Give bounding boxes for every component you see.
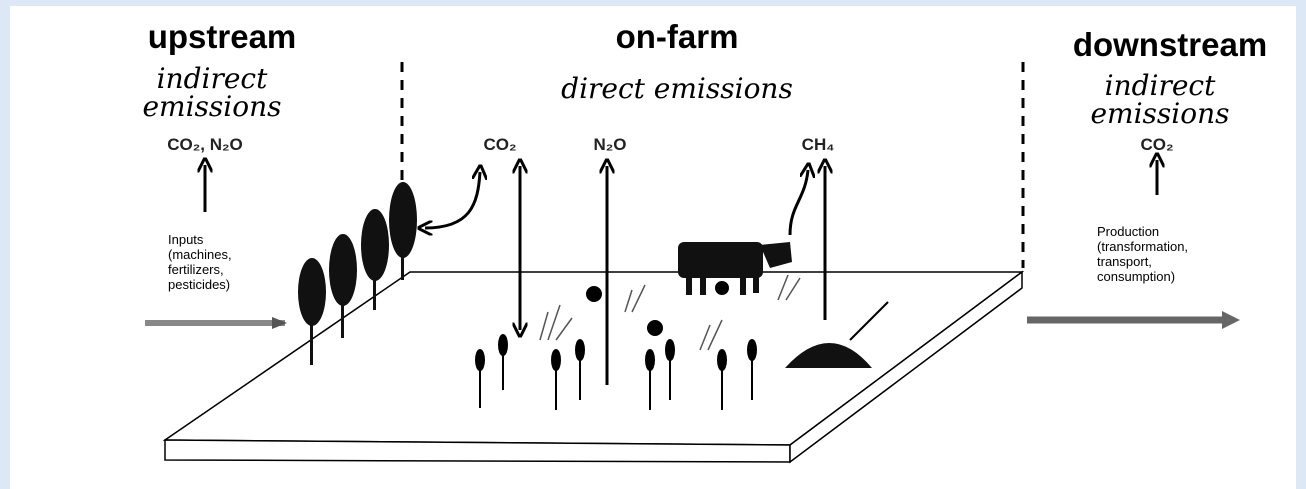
note-line: Production xyxy=(1097,224,1159,239)
section-title: downstream xyxy=(1073,26,1267,63)
note-line: Inputs xyxy=(168,232,204,247)
section-subtitle: indirect xyxy=(1105,69,1217,102)
section-subtitle: indirect xyxy=(157,62,269,95)
section-subtitle: emissions xyxy=(1090,97,1229,130)
input-arrow-head xyxy=(272,317,287,329)
section-subtitle: direct emissions xyxy=(561,72,793,105)
note-line: (transformation, xyxy=(1097,239,1188,254)
gas-label: CO₂, N₂O xyxy=(167,135,243,154)
grass xyxy=(539,274,801,351)
fork xyxy=(849,301,889,341)
section-title: upstream xyxy=(148,18,297,55)
gas-label: CH₄ xyxy=(802,135,835,154)
note-line: transport, xyxy=(1097,254,1152,269)
manure xyxy=(785,343,872,368)
note-line: pesticides) xyxy=(168,277,230,292)
note-line: (machines, xyxy=(168,247,232,262)
gas-label: CO₂ xyxy=(483,135,516,154)
cow xyxy=(678,242,792,295)
platform-side xyxy=(789,270,1023,464)
trees xyxy=(298,182,417,365)
cow-ch4-arrow xyxy=(788,170,808,236)
gas-label: N₂O xyxy=(593,135,626,154)
note-line: fertilizers, xyxy=(168,262,224,277)
note-line: consumption) xyxy=(1097,269,1175,284)
output-arrow-head xyxy=(1222,311,1240,329)
gas-label: CO₂ xyxy=(1140,135,1173,154)
tree-co2-arrow xyxy=(425,172,480,228)
section-title: on-farm xyxy=(616,18,739,55)
section-subtitle: emissions xyxy=(142,90,281,123)
crops xyxy=(475,281,757,410)
